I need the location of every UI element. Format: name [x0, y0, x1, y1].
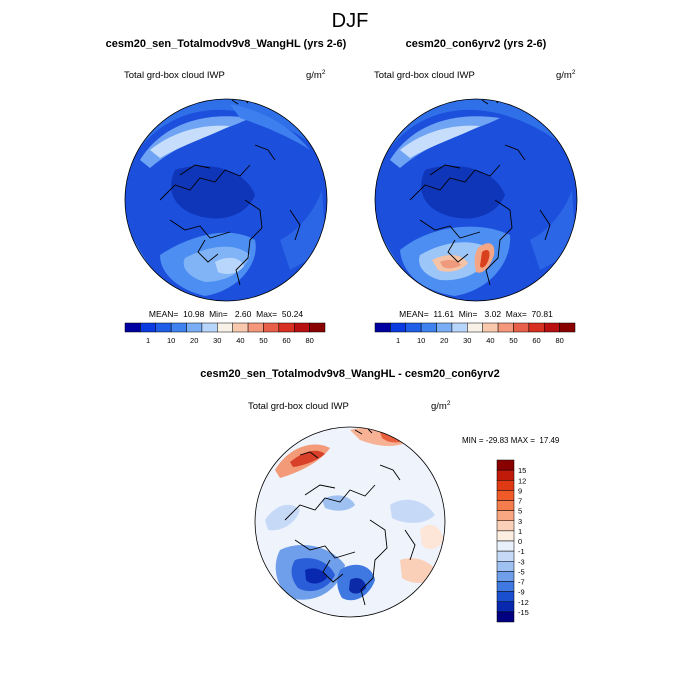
panel-a-colorbar-box-3 [170, 322, 187, 333]
panel-b-colorbar-label-2: 20 [440, 336, 448, 345]
diff-colorbar-box-0 [496, 459, 515, 471]
diff-colorbar-label-8: -1 [518, 547, 525, 556]
panel-b-colorbar-label-5: 50 [509, 336, 517, 345]
panel-b-colorbar-label-7: 80 [555, 336, 563, 345]
diff-colorbar-box-10 [496, 561, 515, 572]
diff-colorbar-box-12 [496, 581, 515, 592]
panel-a-colorbar-box-2 [155, 322, 172, 333]
panel-b-colorbar-label-0: 1 [396, 336, 400, 345]
diff-colorbar-box-9 [496, 550, 515, 562]
panel-b-map [375, 99, 577, 301]
panel-b-variable: Total grd-box cloud IWP [374, 70, 475, 81]
diff-colorbar-label-2: 9 [518, 486, 522, 495]
panel-a-stats: MEAN= 10.98 Min= 2.60 Max= 50.24 [149, 309, 304, 319]
panel-a-colorbar-box-9 [263, 322, 280, 333]
panel-a-colorbar-label-5: 50 [259, 336, 267, 345]
diff-colorbar-label-9: -3 [518, 557, 525, 566]
panel-b-colorbar-box-10 [528, 322, 545, 333]
diff-colorbar-box-14 [496, 601, 515, 613]
diff-colorbar-box-15 [496, 611, 515, 623]
panel-a-colorbar-label-1: 10 [167, 336, 175, 345]
diff-minmax: MIN = -29.83 MAX = 17.49 [462, 436, 560, 445]
diff-colorbar-label-6: 1 [518, 527, 522, 536]
diff-colorbar-label-13: -12 [518, 598, 529, 607]
panel-a-variable: Total grd-box cloud IWP [124, 70, 225, 81]
diff-map [255, 427, 445, 617]
panel-b-colorbar-box-11 [543, 322, 560, 333]
panel-b-colorbar-box-9 [513, 322, 530, 333]
diff-colorbar-label-11: -7 [518, 578, 525, 587]
panel-b-colorbar-box-12 [559, 322, 576, 333]
panel-b-colorbar-label-6: 60 [532, 336, 540, 345]
panel-a-title: cesm20_sen_Totalmodv9v8_WangHL (yrs 2-6) [106, 38, 347, 50]
panel-b-colorbar: 1 10 20 30 40 50 60 80 [374, 322, 576, 345]
diff-colorbar-label-12: -9 [518, 588, 525, 597]
panel-b-colorbar-label-1: 10 [417, 336, 425, 345]
panel-b-colorbar-box-3 [420, 322, 437, 333]
diff-colorbar-label-5: 3 [518, 517, 522, 526]
panel-a-map [125, 99, 327, 301]
panel-b-stats: MEAN= 11.61 Min= 3.02 Max= 70.81 [399, 309, 553, 319]
panel-a-colorbar-label-6: 60 [282, 336, 290, 345]
panel-a-colorbar: 1 10 20 30 40 50 60 80 [124, 322, 326, 345]
panel-a-colorbar-label-4: 40 [236, 336, 244, 345]
diff-variable: Total grd-box cloud IWP [248, 401, 349, 412]
panel-b-colorbar-label-3: 30 [463, 336, 471, 345]
panel-a-colorbar-box-7 [232, 322, 249, 333]
panel-a-colorbar-label-2: 20 [190, 336, 198, 345]
diff-colorbar-box-1 [496, 469, 515, 481]
panel-b-colorbar-label-4: 40 [486, 336, 494, 345]
panel-b-colorbar-box-6 [467, 322, 483, 333]
panel-b-colorbar-box-0 [374, 322, 391, 333]
diff-colorbar-box-5 [496, 510, 515, 521]
panel-a-colorbar-box-12 [309, 322, 326, 333]
diff-colorbar-label-0: 15 [518, 466, 526, 475]
diff-colorbar-box-7 [496, 530, 515, 542]
panel-a-colorbar-box-6 [217, 322, 233, 333]
panel-a-colorbar-label-3: 30 [213, 336, 221, 345]
panel-b-colorbar-box-2 [405, 322, 422, 333]
diff-colorbar-box-13 [496, 591, 515, 602]
panel-a-colorbar-box-5 [201, 322, 218, 333]
diff-colorbar-label-7: 0 [518, 537, 522, 546]
diff-colorbar-box-6 [496, 520, 515, 532]
diff-units: g/m2 [431, 400, 451, 412]
panel-b-units: g/m2 [556, 69, 576, 81]
panel-b-colorbar-box-7 [482, 322, 499, 333]
panel-b-colorbar-box-4 [436, 322, 453, 333]
diff-colorbar-label-14: -15 [518, 608, 529, 617]
diff-border [254, 426, 446, 618]
panel-b-title: cesm20_con6yrv2 (yrs 2-6) [406, 38, 547, 50]
panel-a-colorbar-label-0: 1 [146, 336, 150, 345]
panel-b-border [374, 98, 578, 302]
panel-a-colorbar-box-10 [278, 322, 295, 333]
panel-b-colorbar-box-5 [451, 322, 468, 333]
diff-colorbar-label-3: 7 [518, 497, 522, 506]
panel-a-border [124, 98, 328, 302]
figure-title: DJF [332, 10, 369, 32]
diff-colorbar-box-2 [496, 480, 515, 491]
panel-a-colorbar-label-7: 80 [305, 336, 313, 345]
panel-a-units: g/m2 [306, 69, 326, 81]
diff-colorbar-box-4 [496, 500, 515, 511]
panel-a-colorbar-box-8 [247, 322, 264, 333]
panel-a-colorbar-box-11 [293, 322, 310, 333]
panel-a-colorbar-box-1 [140, 322, 157, 333]
diff-colorbar-label-10: -5 [518, 567, 525, 576]
diff-colorbar-box-3 [496, 490, 515, 501]
diff-colorbar-label-4: 5 [518, 507, 522, 516]
panel-b-colorbar-box-1 [390, 322, 407, 333]
diff-colorbar-box-11 [496, 571, 515, 582]
panel-a-colorbar-box-0 [124, 322, 141, 333]
diff-title: cesm20_sen_Totalmodv9v8_WangHL - cesm20_… [200, 368, 499, 380]
diff-colorbar-label-1: 12 [518, 476, 526, 485]
diff-colorbar-box-8 [496, 540, 515, 552]
panel-a-colorbar-box-4 [186, 322, 203, 333]
panel-b-colorbar-box-8 [497, 322, 514, 333]
